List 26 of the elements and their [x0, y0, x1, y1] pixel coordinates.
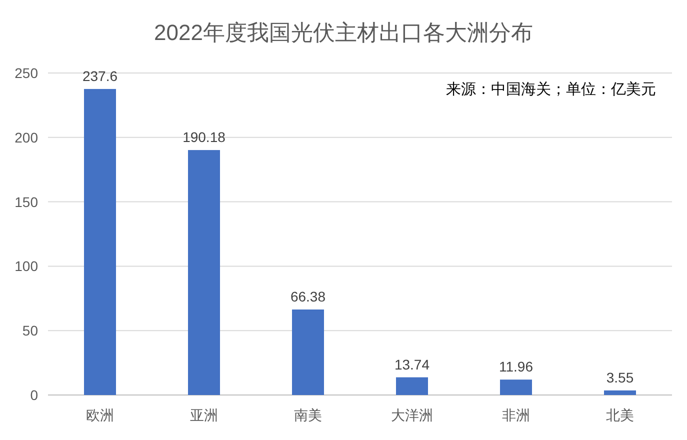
y-tick-label: 100	[14, 258, 38, 274]
x-tick-label: 非洲	[502, 407, 530, 423]
x-tick-label: 大洋洲	[391, 407, 433, 423]
x-tick-label: 欧洲	[86, 407, 114, 423]
x-tick-label: 北美	[606, 407, 634, 423]
y-tick-label: 250	[14, 65, 38, 81]
chart-title: 2022年度我国光伏主材出口各大洲分布	[154, 20, 533, 45]
data-label: 190.18	[182, 129, 226, 146]
y-tick-label: 50	[22, 322, 38, 339]
bar	[500, 380, 532, 395]
bar	[396, 377, 428, 395]
data-label: 3.55	[606, 369, 634, 386]
data-label: 11.96	[499, 358, 534, 375]
data-label: 13.74	[394, 356, 430, 372]
data-label: 237.6	[82, 68, 118, 84]
bar	[84, 88, 116, 395]
x-tick-label: 南美	[294, 407, 322, 423]
y-tick-label: 200	[14, 129, 38, 146]
annotation: 来源：中国海关；单位：亿美元	[446, 81, 656, 98]
y-tick-label: 0	[30, 387, 38, 403]
bar	[188, 150, 220, 395]
data-label: 66.38	[290, 288, 326, 305]
bar	[604, 390, 636, 395]
y-tick-label: 150	[14, 194, 38, 210]
x-tick-label: 亚洲	[190, 407, 218, 423]
bar	[292, 310, 324, 395]
